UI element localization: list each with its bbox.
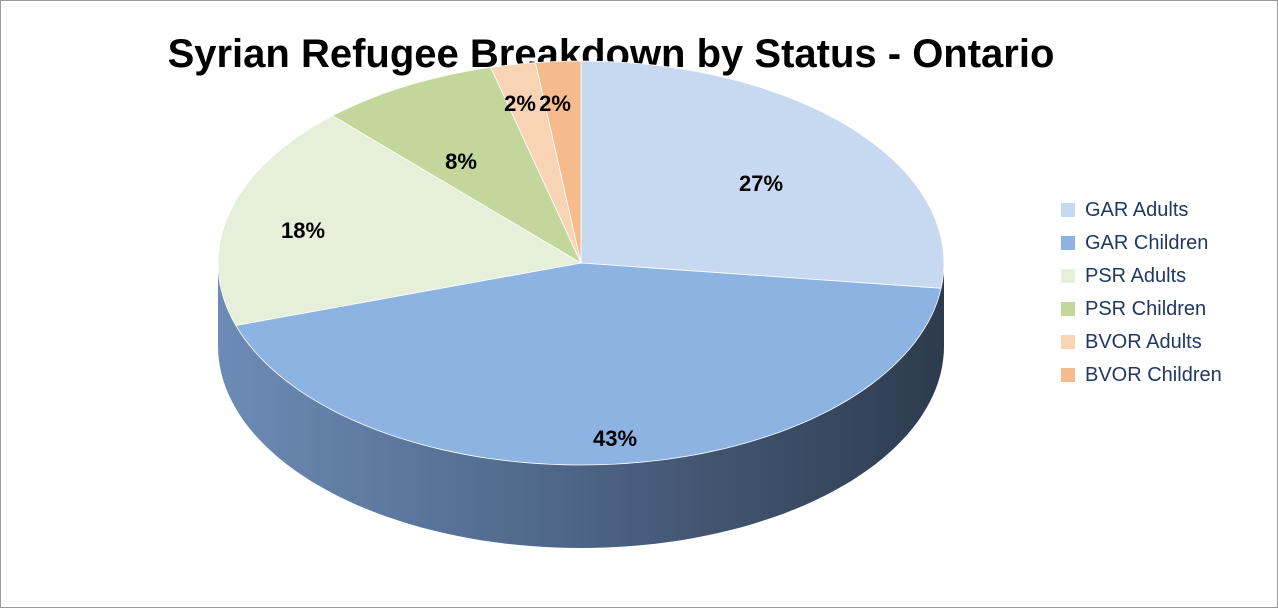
legend-label-bvor-children: BVOR Children bbox=[1085, 364, 1222, 386]
data-label-bvor-adults: 2% bbox=[504, 91, 536, 116]
legend-label-gar-adults: GAR Adults bbox=[1085, 199, 1188, 221]
data-label-psr-children: 8% bbox=[445, 149, 477, 174]
pie-slice-bvor-children bbox=[535, 60, 582, 264]
pie-slice-gar-children bbox=[235, 262, 942, 466]
legend-swatch-gar-children bbox=[1061, 236, 1075, 250]
pie-sides bbox=[218, 263, 944, 548]
pie-slice-psr-children bbox=[331, 66, 582, 264]
legend-swatch-bvor-adults bbox=[1061, 335, 1075, 349]
legend-label-psr-children: PSR Children bbox=[1085, 298, 1206, 320]
data-label-gar-children: 43% bbox=[593, 426, 637, 451]
legend-label-gar-children: GAR Children bbox=[1085, 232, 1208, 254]
pie-slice-psr-adults bbox=[217, 115, 583, 326]
legend-swatch-psr-adults bbox=[1061, 269, 1075, 283]
legend-label-psr-adults: PSR Adults bbox=[1085, 265, 1186, 287]
pie-slices bbox=[217, 60, 945, 466]
data-label-psr-adults: 18% bbox=[281, 218, 325, 243]
legend-swatch-psr-children bbox=[1061, 302, 1075, 316]
pie-slice-gar-adults bbox=[580, 60, 945, 289]
legend-swatch-bvor-children bbox=[1061, 368, 1075, 382]
legend: GAR Adults GAR Children PSR Adults PSR Chil… bbox=[1061, 199, 1222, 386]
legend-label-bvor-adults: BVOR Adults bbox=[1085, 331, 1202, 353]
data-label-bvor-children: 2% bbox=[539, 91, 571, 116]
pie-data-labels: 27% 43% 18% 8% 2% 2% bbox=[281, 91, 783, 451]
pie-side-wall bbox=[218, 263, 944, 548]
data-label-gar-adults: 27% bbox=[739, 171, 783, 196]
legend-swatch-gar-adults bbox=[1061, 203, 1075, 217]
